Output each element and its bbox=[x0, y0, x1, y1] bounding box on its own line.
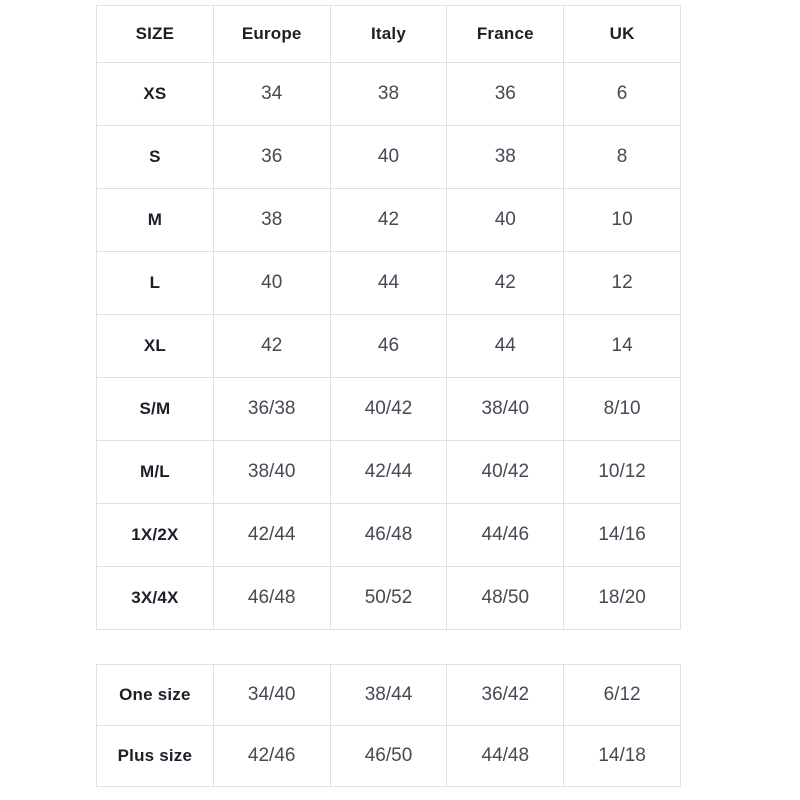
value-cell: 40/42 bbox=[329, 377, 448, 441]
size-conversion-table: SIZE Europe Italy France UK XS 34 38 36 … bbox=[96, 5, 681, 630]
size-label-cell: 1X/2X bbox=[96, 503, 214, 567]
size-label-cell: Plus size bbox=[96, 725, 214, 787]
size-label-cell: S/M bbox=[96, 377, 214, 441]
value-cell: 38/40 bbox=[212, 440, 331, 504]
value-cell: 40 bbox=[446, 188, 565, 252]
table-row: Plus size 42/46 46/50 44/48 14/18 bbox=[96, 725, 681, 787]
value-cell: 50/52 bbox=[329, 566, 448, 630]
value-cell: 40/42 bbox=[446, 440, 565, 504]
table-header-row: SIZE Europe Italy France UK bbox=[96, 5, 681, 63]
size-label-cell: XS bbox=[96, 62, 214, 126]
size-label-cell: L bbox=[96, 251, 214, 315]
size-label-cell: One size bbox=[96, 664, 214, 726]
table-row: XS 34 38 36 6 bbox=[96, 62, 681, 126]
table-row: 3X/4X 46/48 50/52 48/50 18/20 bbox=[96, 566, 681, 630]
size-label-cell: XL bbox=[96, 314, 214, 378]
value-cell: 44/46 bbox=[446, 503, 565, 567]
value-cell: 10/12 bbox=[563, 440, 681, 504]
header-cell-italy: Italy bbox=[329, 5, 448, 63]
value-cell: 6/12 bbox=[563, 664, 681, 726]
table-row: XL 42 46 44 14 bbox=[96, 314, 681, 378]
value-cell: 42/44 bbox=[329, 440, 448, 504]
value-cell: 14/16 bbox=[563, 503, 681, 567]
value-cell: 46 bbox=[329, 314, 448, 378]
size-label-cell: 3X/4X bbox=[96, 566, 214, 630]
size-label-cell: M bbox=[96, 188, 214, 252]
value-cell: 46/50 bbox=[329, 725, 448, 787]
value-cell: 36/38 bbox=[212, 377, 331, 441]
value-cell: 8/10 bbox=[563, 377, 681, 441]
table-row: 1X/2X 42/44 46/48 44/46 14/16 bbox=[96, 503, 681, 567]
value-cell: 14/18 bbox=[563, 725, 681, 787]
table-row: M 38 42 40 10 bbox=[96, 188, 681, 252]
value-cell: 38 bbox=[212, 188, 331, 252]
value-cell: 8 bbox=[563, 125, 681, 189]
size-label-cell: M/L bbox=[96, 440, 214, 504]
value-cell: 44 bbox=[329, 251, 448, 315]
header-cell-uk: UK bbox=[563, 5, 681, 63]
value-cell: 34/40 bbox=[212, 664, 331, 726]
value-cell: 36 bbox=[446, 62, 565, 126]
header-cell-france: France bbox=[446, 5, 565, 63]
value-cell: 40 bbox=[212, 251, 331, 315]
value-cell: 38/44 bbox=[329, 664, 448, 726]
value-cell: 42 bbox=[212, 314, 331, 378]
value-cell: 42/46 bbox=[212, 725, 331, 787]
special-size-table: One size 34/40 38/44 36/42 6/12 Plus siz… bbox=[96, 664, 681, 787]
value-cell: 10 bbox=[563, 188, 681, 252]
table-row: S 36 40 38 8 bbox=[96, 125, 681, 189]
header-cell-europe: Europe bbox=[212, 5, 331, 63]
value-cell: 18/20 bbox=[563, 566, 681, 630]
value-cell: 40 bbox=[329, 125, 448, 189]
size-chart: SIZE Europe Italy France UK XS 34 38 36 … bbox=[96, 5, 681, 787]
table-row: M/L 38/40 42/44 40/42 10/12 bbox=[96, 440, 681, 504]
table-row: One size 34/40 38/44 36/42 6/12 bbox=[96, 664, 681, 726]
value-cell: 38/40 bbox=[446, 377, 565, 441]
value-cell: 12 bbox=[563, 251, 681, 315]
table-row: L 40 44 42 12 bbox=[96, 251, 681, 315]
value-cell: 34 bbox=[212, 62, 331, 126]
value-cell: 48/50 bbox=[446, 566, 565, 630]
header-cell-size: SIZE bbox=[96, 5, 214, 63]
size-label-cell: S bbox=[96, 125, 214, 189]
value-cell: 46/48 bbox=[212, 566, 331, 630]
value-cell: 46/48 bbox=[329, 503, 448, 567]
value-cell: 38 bbox=[329, 62, 448, 126]
value-cell: 38 bbox=[446, 125, 565, 189]
value-cell: 6 bbox=[563, 62, 681, 126]
value-cell: 36/42 bbox=[446, 664, 565, 726]
value-cell: 42 bbox=[446, 251, 565, 315]
value-cell: 36 bbox=[212, 125, 331, 189]
value-cell: 44 bbox=[446, 314, 565, 378]
table-row: S/M 36/38 40/42 38/40 8/10 bbox=[96, 377, 681, 441]
value-cell: 42 bbox=[329, 188, 448, 252]
value-cell: 44/48 bbox=[446, 725, 565, 787]
value-cell: 14 bbox=[563, 314, 681, 378]
value-cell: 42/44 bbox=[212, 503, 331, 567]
